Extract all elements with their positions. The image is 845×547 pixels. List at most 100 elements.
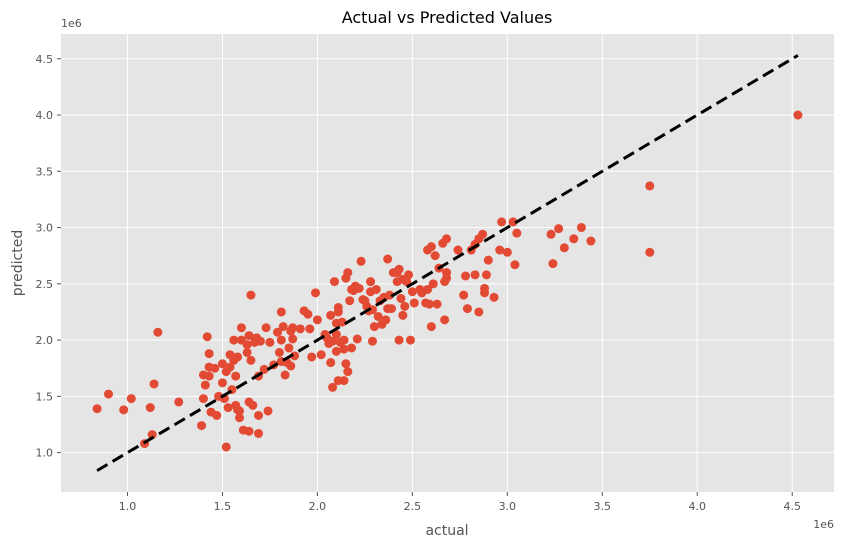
- data-point: [274, 347, 284, 357]
- data-point: [217, 359, 227, 369]
- data-point: [442, 234, 452, 244]
- data-point: [202, 332, 212, 342]
- data-point: [174, 397, 184, 407]
- data-point: [198, 394, 208, 404]
- data-point: [223, 403, 233, 413]
- y-tick-label: 1.5: [36, 390, 54, 403]
- x-offset-label: 1e6: [813, 518, 834, 531]
- y-axis-ticks: 1.0 1.5 2.0 2.5 3.0 3.5 4.0 4.5: [36, 53, 61, 460]
- y-tick-label: 2.5: [36, 278, 54, 291]
- data-point: [426, 242, 436, 252]
- data-point: [337, 317, 347, 327]
- data-point: [246, 290, 256, 300]
- y-tick-label: 3.0: [36, 222, 54, 235]
- data-point: [147, 430, 157, 440]
- data-point: [288, 334, 298, 344]
- data-point: [396, 293, 406, 303]
- data-point: [236, 323, 246, 333]
- data-point: [645, 247, 655, 257]
- data-point: [495, 245, 505, 255]
- reference-line: [96, 54, 799, 472]
- y-tick-label: 1.0: [36, 447, 54, 460]
- data-point: [326, 358, 336, 368]
- data-point: [244, 331, 254, 341]
- data-point: [343, 367, 353, 377]
- data-point: [548, 259, 558, 269]
- data-point: [461, 271, 471, 281]
- data-point: [284, 343, 294, 353]
- data-point: [149, 379, 159, 389]
- data-point: [229, 335, 239, 345]
- data-point: [255, 336, 265, 346]
- data-point: [265, 337, 275, 347]
- data-point: [145, 403, 155, 413]
- y-tick-label: 3.5: [36, 165, 54, 178]
- data-point: [478, 229, 488, 239]
- data-point: [316, 350, 326, 360]
- data-point: [126, 394, 136, 404]
- data-point: [204, 349, 214, 359]
- data-point: [394, 335, 404, 345]
- data-point: [331, 329, 341, 339]
- x-axis-label: actual: [425, 523, 468, 539]
- x-tick-label: 2.0: [309, 500, 327, 513]
- data-point: [339, 344, 349, 354]
- data-point: [385, 290, 395, 300]
- data-point: [354, 283, 364, 293]
- data-point: [428, 279, 438, 289]
- data-point: [242, 347, 252, 357]
- data-point: [254, 410, 264, 420]
- data-point: [303, 309, 313, 319]
- data-point: [343, 268, 353, 278]
- data-point: [559, 243, 569, 253]
- data-point: [793, 110, 803, 120]
- x-tick-label: 1.5: [214, 500, 232, 513]
- y-offset-label: 1e6: [61, 17, 82, 30]
- data-point: [356, 256, 366, 266]
- data-point: [280, 370, 290, 380]
- data-point: [440, 315, 450, 325]
- data-point: [233, 352, 243, 362]
- data-point: [569, 234, 579, 244]
- data-point: [381, 315, 391, 325]
- data-point: [554, 224, 564, 234]
- data-point: [423, 284, 433, 294]
- data-point: [273, 327, 283, 337]
- data-point: [288, 323, 298, 333]
- data-point: [217, 378, 227, 388]
- chart-title: Actual vs Predicted Values: [342, 8, 553, 27]
- data-point: [405, 335, 415, 345]
- data-point: [367, 305, 377, 315]
- data-point: [347, 343, 357, 353]
- data-point: [404, 270, 414, 280]
- data-point: [470, 270, 480, 280]
- data-point: [333, 302, 343, 312]
- data-point: [430, 251, 440, 261]
- data-point: [311, 288, 321, 298]
- data-point: [212, 410, 222, 420]
- data-point: [489, 292, 499, 302]
- x-tick-label: 2.5: [404, 500, 422, 513]
- data-point: [339, 335, 349, 345]
- data-point: [546, 229, 556, 239]
- data-point: [244, 426, 254, 436]
- data-point: [407, 287, 417, 297]
- data-point: [328, 336, 338, 346]
- data-point: [367, 336, 377, 346]
- data-point: [474, 307, 484, 317]
- data-point: [481, 270, 491, 280]
- data-point: [248, 400, 258, 410]
- x-tick-label: 1.0: [119, 500, 137, 513]
- data-point: [341, 359, 351, 369]
- data-point: [409, 298, 419, 308]
- data-point: [200, 380, 210, 390]
- data-point: [312, 315, 322, 325]
- data-point: [328, 382, 338, 392]
- data-point: [366, 277, 376, 287]
- data-point: [369, 322, 379, 332]
- data-point: [394, 264, 404, 274]
- data-point: [329, 277, 339, 287]
- y-tick-label: 4.5: [36, 53, 54, 66]
- data-point: [497, 217, 507, 227]
